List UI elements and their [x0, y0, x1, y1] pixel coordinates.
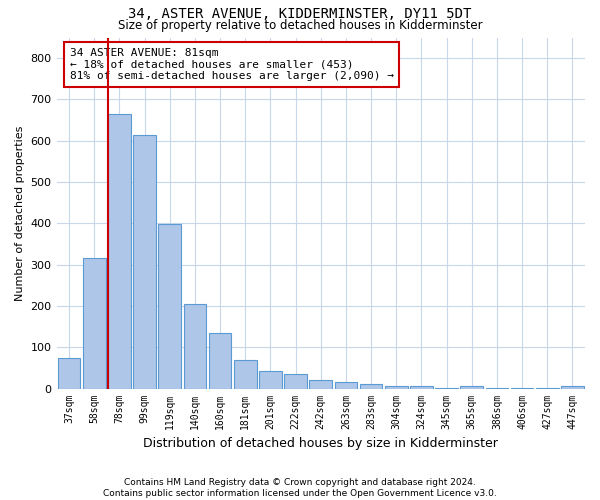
Bar — [184, 304, 206, 388]
Text: Contains HM Land Registry data © Crown copyright and database right 2024.
Contai: Contains HM Land Registry data © Crown c… — [103, 478, 497, 498]
Bar — [133, 134, 156, 388]
Bar — [234, 360, 257, 388]
Text: 34, ASTER AVENUE, KIDDERMINSTER, DY11 5DT: 34, ASTER AVENUE, KIDDERMINSTER, DY11 5D… — [128, 8, 472, 22]
Bar — [209, 333, 232, 388]
Bar — [158, 224, 181, 388]
Text: 34 ASTER AVENUE: 81sqm
← 18% of detached houses are smaller (453)
81% of semi-de: 34 ASTER AVENUE: 81sqm ← 18% of detached… — [70, 48, 394, 81]
Bar — [410, 386, 433, 388]
X-axis label: Distribution of detached houses by size in Kidderminster: Distribution of detached houses by size … — [143, 437, 498, 450]
Bar — [83, 258, 106, 388]
Bar — [360, 384, 382, 388]
Bar — [58, 358, 80, 388]
Bar — [284, 374, 307, 388]
Bar — [460, 386, 483, 388]
Bar — [259, 371, 282, 388]
Bar — [310, 380, 332, 388]
Bar — [561, 386, 584, 388]
Text: Size of property relative to detached houses in Kidderminster: Size of property relative to detached ho… — [118, 18, 482, 32]
Bar — [385, 386, 407, 388]
Bar — [108, 114, 131, 388]
Y-axis label: Number of detached properties: Number of detached properties — [15, 126, 25, 300]
Bar — [335, 382, 357, 388]
